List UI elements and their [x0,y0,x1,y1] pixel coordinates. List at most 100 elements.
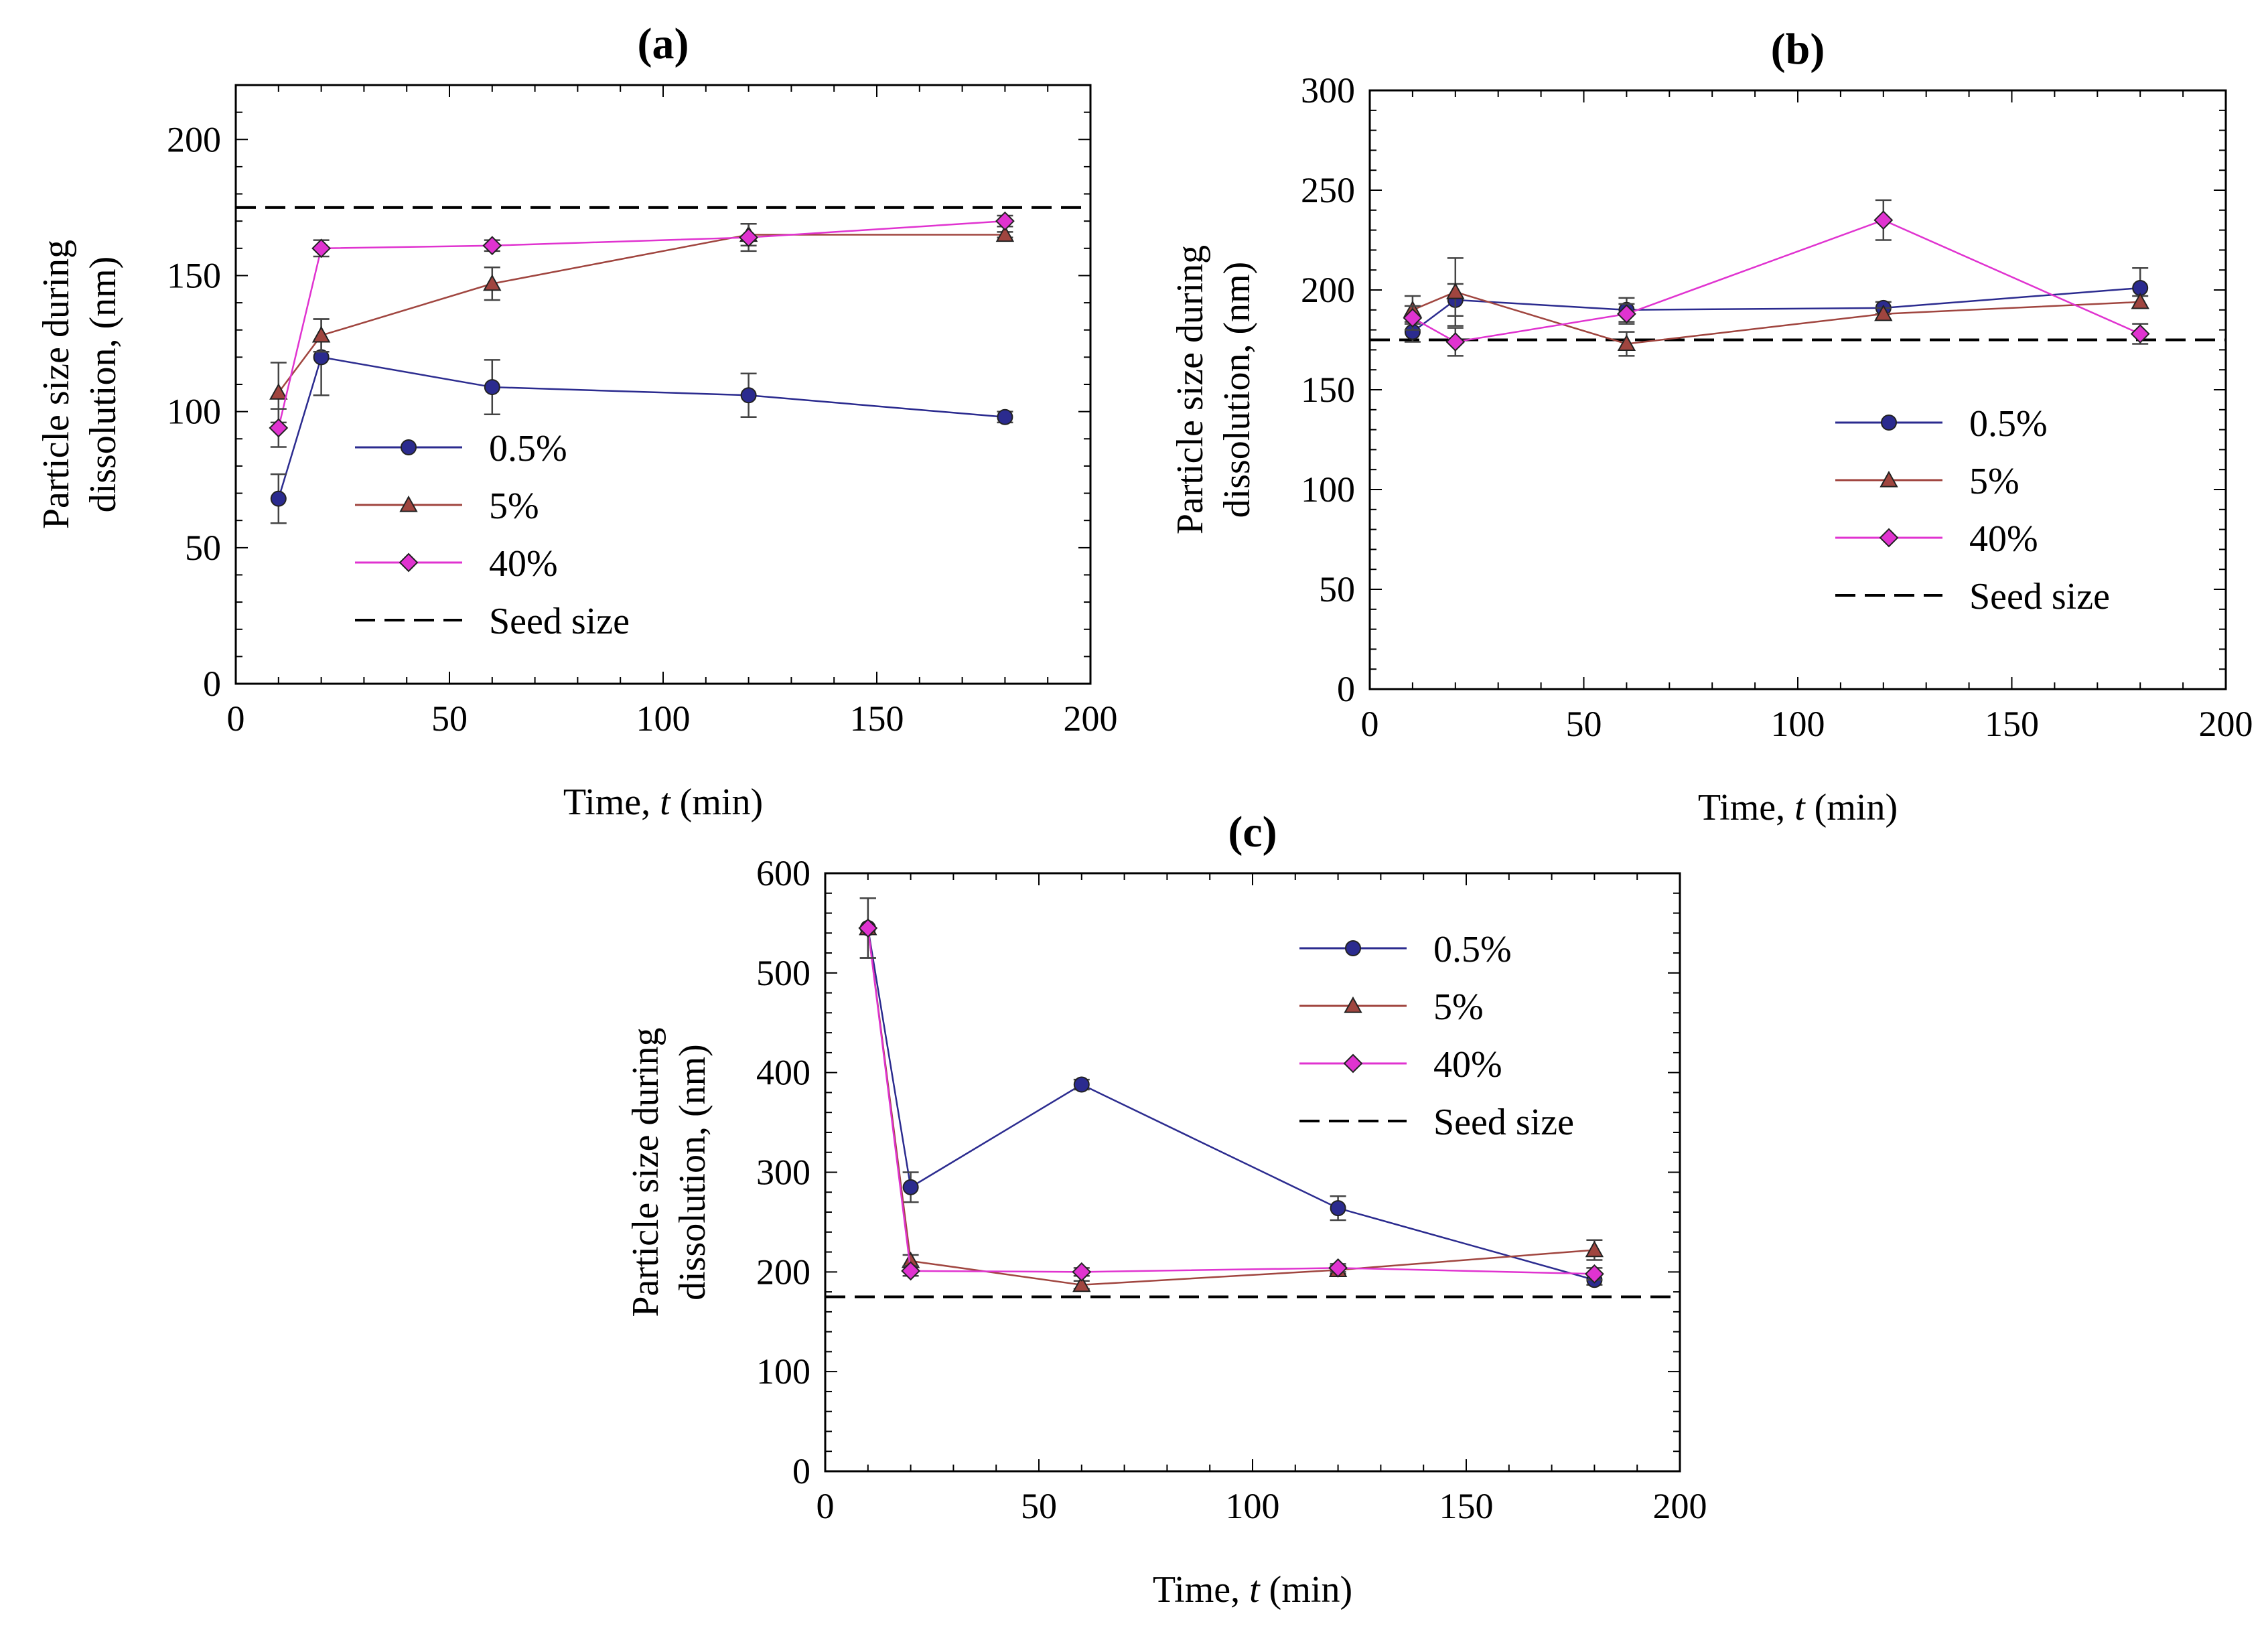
series-diamond [858,897,1604,1284]
legend: 0.5% 5% 40% Seed size [1835,403,2110,617]
x-tick-label: 0 [817,1486,835,1526]
y-axis-label-line2: dissolution, (nm) [82,256,124,513]
legend-label: 5% [1433,986,1484,1028]
y-tick-label: 200 [167,119,221,159]
x-tick-label: 150 [1439,1486,1494,1526]
x-axis-label-suffix: (min) [670,782,763,823]
y-tick-label: 0 [792,1451,810,1491]
chart-title: (a) [638,19,689,68]
y-tick-label: 400 [756,1053,810,1093]
data-point [1874,304,1893,321]
legend-marker [399,495,418,512]
x-tick-label: 50 [431,698,468,739]
y-tick-label: 150 [1301,370,1355,410]
axis-ticks [235,84,1091,684]
legend-label: 5% [1969,461,2019,502]
data-point [270,490,287,507]
chart-title: (b) [1771,25,1825,74]
x-tick-label: 200 [2199,704,2253,744]
legend-marker [399,552,419,573]
legend: 0.5% 5% 40% Seed size [1299,929,1574,1143]
data-point [740,387,757,404]
series-line [1412,291,2141,345]
chart-title: (c) [1228,808,1277,857]
legend-label: 40% [1433,1044,1502,1086]
y-tick-label: 150 [167,255,221,295]
x-tick-label: 0 [1361,704,1379,744]
y-tick-label: 300 [756,1153,810,1193]
y-tick-label: 300 [1301,70,1355,110]
series-diamond [269,211,1015,448]
data-point [1873,210,1894,230]
chart-panel-c: (c) 0 50 100 150 200 0 100 200 300 400 500 600 Time, … [625,808,1707,1611]
y-tick-label: 600 [756,853,810,893]
data-point [997,408,1013,425]
series-circle [270,318,1013,524]
data-point [1585,1240,1604,1258]
x-tick-label: 100 [1771,704,1825,744]
x-tick-label: 50 [1021,1486,1057,1526]
y-tick-label: 100 [756,1351,810,1392]
y-tick-label: 100 [1301,469,1355,510]
data-point [901,1261,921,1281]
legend-label: 5% [489,486,539,527]
legend-marker [1881,415,1897,431]
x-tick-label: 50 [1566,704,1602,744]
data-point [995,211,1015,231]
y-axis-label-line2: dissolution, (nm) [672,1044,713,1301]
data-point [311,325,331,343]
chart-panel-a: (a) 0 50 100 150 200 0 50 100 150 200 Time, t (min)… [36,19,1118,823]
data-point [1584,1264,1604,1284]
chart-panel-b: (b) 0 50 100 150 200 0 50 100 150 200 250 300 Time, t… [1170,25,2253,828]
x-tick-label: 200 [1653,1486,1707,1526]
data-point [482,236,502,256]
legend-label: 0.5% [489,428,567,469]
x-axis-label-suffix: (min) [1260,1569,1352,1611]
x-axis-label-prefix: Time, [1153,1569,1249,1611]
x-axis-label-var: t [660,782,671,823]
legend-marker [1343,1053,1363,1073]
x-axis-label-var: t [1794,787,1806,828]
x-tick-label: 100 [1226,1486,1280,1526]
legend-marker [401,439,417,455]
series-diamond [1403,199,2150,357]
legend-marker [1879,528,1899,548]
x-axis-label-suffix: (min) [1805,787,1898,828]
series-line [277,356,1005,500]
plot-frame [824,872,1681,1473]
data-point [269,383,288,400]
x-axis-label-var: t [1249,1569,1261,1611]
data-point [484,379,500,396]
y-tick-label: 250 [1301,170,1355,210]
x-tick-label: 150 [1985,704,2039,744]
legend: 0.5% 5% 40% Seed size [355,428,630,642]
legend-marker [1880,470,1898,488]
legend-label: 0.5% [1969,403,2048,445]
y-tick-label: 0 [203,664,221,704]
y-tick-label: 100 [167,392,221,432]
x-axis-label: Time, t (min) [563,782,763,823]
data-point [1446,282,1465,299]
legend-label: 40% [489,543,558,585]
data-point [1073,1076,1090,1093]
legend-label: Seed size [1433,1102,1574,1143]
x-axis-label-prefix: Time, [1698,787,1794,828]
series-triangle [1403,257,2149,357]
data-point [902,1179,919,1195]
data-point [858,918,878,938]
legend-marker [1345,940,1361,956]
y-tick-label: 200 [756,1252,810,1292]
data-point [1072,1275,1091,1292]
y-axis-label-line1: Particle size during [1170,245,1211,534]
axis-ticks [825,873,1681,1472]
y-axis-label-line1: Particle size during [36,240,77,529]
x-tick-label: 200 [1064,698,1118,739]
data-point [1617,334,1636,352]
data-point [1403,308,1423,328]
data-point [1072,1262,1092,1282]
legend-label: Seed size [1969,576,2110,617]
x-tick-label: 100 [636,698,691,739]
y-tick-label: 200 [1301,270,1355,310]
legend-label: 40% [1969,518,2038,560]
series-line [1412,287,2141,333]
